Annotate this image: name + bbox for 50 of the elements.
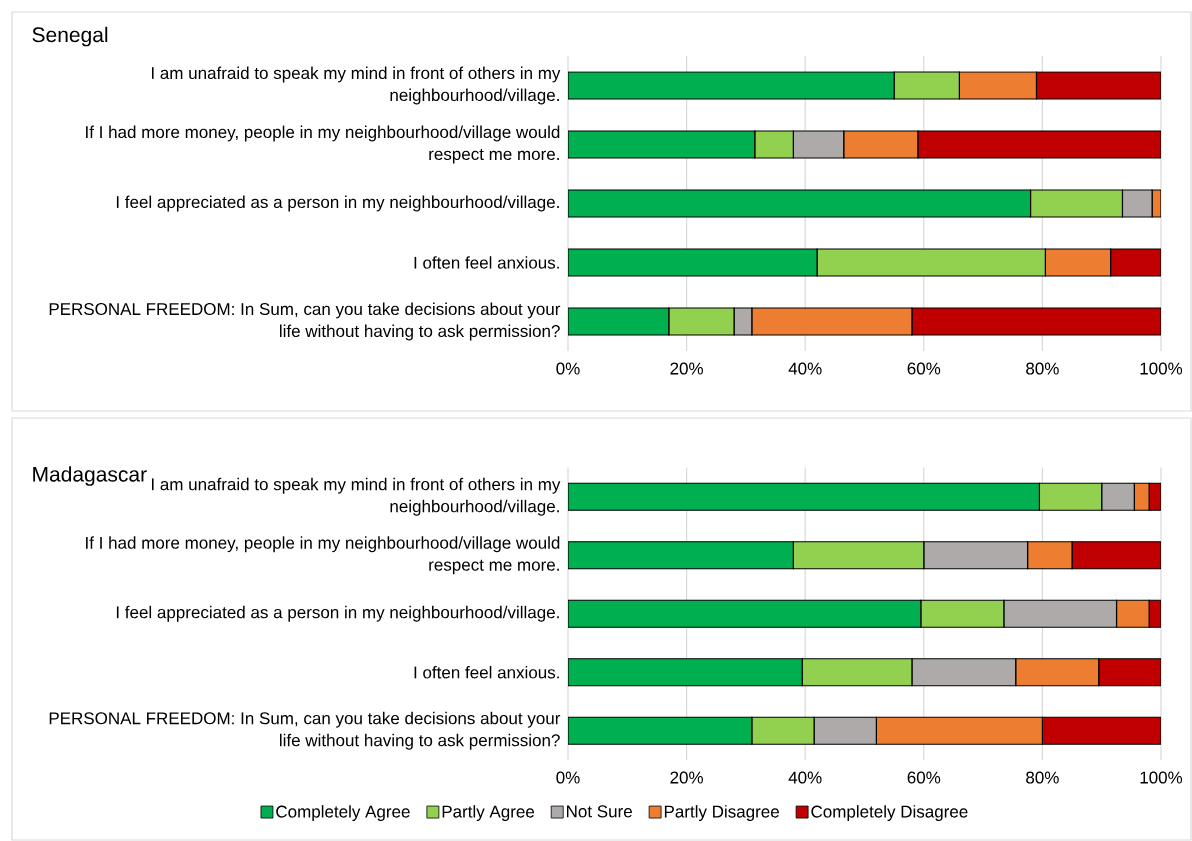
x-tick-label: 20%: [670, 362, 703, 375]
x-tick-label: 100%: [1140, 362, 1183, 375]
x-tick-label: 60%: [907, 362, 941, 375]
legend-label: Partly Disagree: [664, 805, 779, 821]
x-tick-label: 0%: [556, 771, 580, 784]
bar: [1071, 541, 1161, 570]
y-tick-label: I often feel anxious.: [414, 666, 559, 679]
y-tick-label: I often feel anxious.: [414, 256, 559, 269]
bar: [911, 307, 1161, 336]
legend-label: Completely Disagree: [811, 805, 968, 821]
y-tick-label: PERSONAL FREEDOM: In Sum, can you take decisions about your life without having to ask permission?: [49, 302, 561, 341]
bar: [1035, 71, 1161, 100]
bar: [568, 541, 794, 570]
bar: [568, 189, 1032, 218]
y-tick-label: I feel appreciated as a person in my neighbourhood/village.: [116, 195, 559, 212]
bar: [843, 130, 919, 159]
x-tick-label: 100%: [1140, 771, 1183, 784]
x-tick-label: 40%: [788, 362, 822, 375]
bar: [1109, 248, 1161, 277]
bar: [568, 130, 756, 159]
bar: [751, 307, 913, 336]
bar: [568, 716, 753, 745]
bar: [568, 599, 922, 628]
x-tick-label: 0%: [556, 362, 580, 375]
bar: [958, 71, 1038, 100]
text: Senegal: [32, 26, 108, 47]
text: Madagascar: [33, 466, 147, 486]
bar: [568, 658, 803, 687]
bar: [568, 248, 818, 277]
x-tick-label: 60%: [907, 771, 941, 784]
x-tick-label: 80%: [1026, 362, 1059, 375]
y-tick-label: If I had more money, people in my neighbourhood/village would respect me more.: [86, 536, 560, 575]
legend-label: Partly Agree: [442, 805, 535, 821]
bar: [568, 71, 895, 100]
bar: [1041, 716, 1161, 745]
y-tick-label: I am unafraid to speak my mind in front of others in my neighbourhood/village.: [151, 66, 561, 105]
y-tick-label: I am unafraid to speak my mind in front of others in my neighbourhood/village.: [151, 477, 561, 516]
bar: [1098, 658, 1161, 687]
x-tick-label: 20%: [670, 771, 703, 784]
legend-label: Not Sure: [567, 805, 632, 818]
bar: [917, 130, 1161, 159]
bar: [568, 482, 1041, 511]
y-tick-label: If I had more money, people in my neighbourhood/village would respect me more.: [86, 125, 560, 164]
legend-label: Completely Agree: [276, 805, 410, 821]
bar: [1044, 248, 1112, 277]
x-tick-label: 40%: [788, 771, 822, 784]
y-tick-label: I feel appreciated as a person in my neighbourhood/village.: [116, 605, 559, 622]
x-tick-label: 80%: [1026, 771, 1059, 784]
bar: [568, 307, 670, 336]
y-tick-label: PERSONAL FREEDOM: In Sum, can you take decisions about your life without having to ask permission?: [49, 711, 561, 750]
